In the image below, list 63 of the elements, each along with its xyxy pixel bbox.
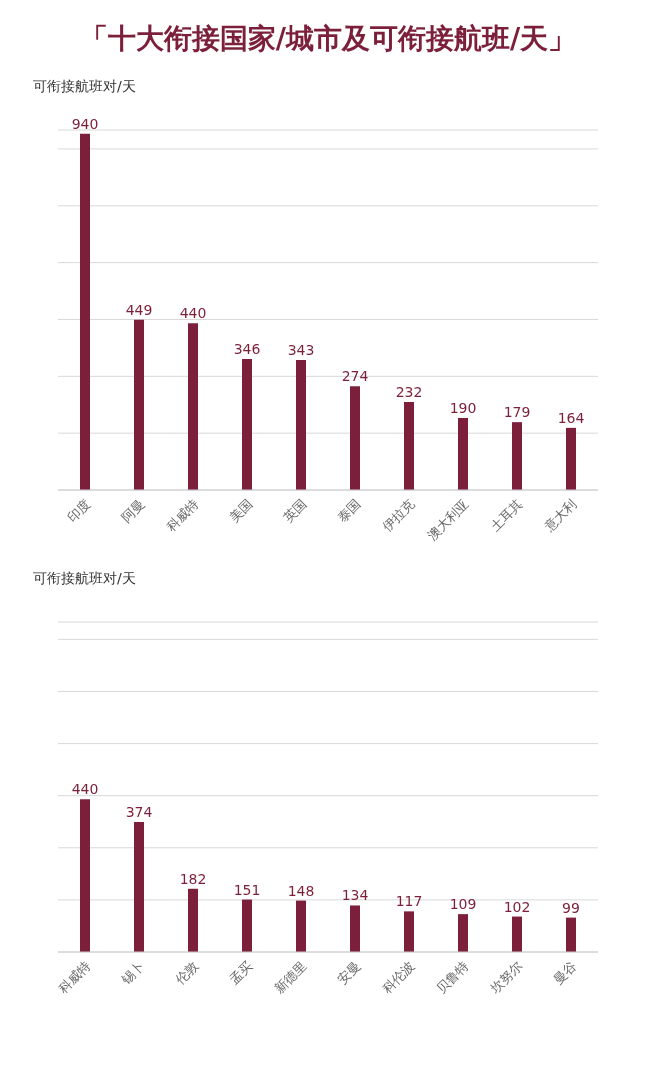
bar	[566, 427, 576, 490]
data-label: 117	[395, 893, 423, 910]
bar	[80, 799, 90, 952]
bar	[80, 133, 90, 490]
x-tick-label: 英国	[280, 496, 310, 526]
chart-title: 「十大衔接国家/城市及可衔接航班/天」	[78, 21, 578, 57]
y-axis-title: 可衔接航班对/天	[33, 570, 137, 588]
data-label: 274	[341, 368, 369, 385]
bar	[350, 386, 360, 490]
bar	[404, 911, 414, 952]
x-tick-label: 安曼	[334, 958, 364, 988]
x-tick-label: 孟买	[226, 958, 256, 988]
x-tick-label: 科威特	[163, 496, 202, 535]
bar	[188, 323, 198, 490]
data-label: 190	[449, 400, 477, 416]
bar	[134, 319, 144, 490]
data-label: 346	[233, 340, 261, 357]
x-tick-label: 科威特	[55, 958, 94, 997]
x-tick-label: 新德里	[271, 958, 310, 997]
x-tick-label: 土耳其	[487, 496, 526, 535]
x-tick-label: 意大利	[540, 496, 580, 535]
data-label: 164	[557, 409, 585, 426]
bar	[296, 900, 306, 952]
data-label: 940	[71, 115, 99, 132]
data-label: 374	[125, 804, 153, 821]
data-label: 99	[562, 899, 580, 916]
data-label: 134	[341, 887, 369, 904]
bar	[296, 360, 306, 490]
data-label: 148	[287, 882, 315, 899]
x-tick-label: 泰国	[334, 496, 364, 526]
data-label: 102	[503, 898, 531, 915]
x-tick-label: 印度	[64, 496, 94, 526]
bar	[458, 418, 468, 490]
data-label: 343	[287, 342, 315, 359]
data-label: 182	[179, 870, 207, 887]
bar	[512, 916, 522, 952]
y-axis-title: 可衔接航班对/天	[33, 78, 137, 96]
x-tick-label: 贝鲁特	[433, 958, 472, 997]
bar	[404, 402, 414, 490]
x-tick-label: 科伦波	[379, 958, 418, 997]
data-label: 179	[503, 404, 531, 421]
data-label: 440	[179, 305, 207, 322]
x-tick-label: 阿曼	[118, 496, 148, 526]
bar	[512, 422, 522, 490]
x-tick-label: 伦敦	[172, 958, 202, 988]
x-tick-label: 坎努尔	[486, 958, 526, 997]
bar	[242, 358, 252, 490]
data-label: 440	[71, 781, 99, 798]
bar	[566, 917, 576, 952]
data-label: 232	[395, 384, 423, 401]
bar	[188, 888, 198, 952]
x-tick-label: 曼谷	[550, 958, 580, 988]
x-tick-label: 美国	[226, 496, 256, 526]
x-tick-label: 伊拉克	[379, 496, 418, 535]
bar	[242, 899, 252, 952]
data-label: 109	[449, 896, 477, 913]
data-label: 151	[233, 881, 261, 898]
x-tick-label: 锡卜	[117, 958, 148, 988]
x-tick-label: 澳大利亚	[424, 496, 472, 544]
bar	[350, 905, 360, 952]
bar	[458, 914, 468, 952]
bar	[134, 822, 144, 952]
data-label: 449	[125, 301, 153, 318]
